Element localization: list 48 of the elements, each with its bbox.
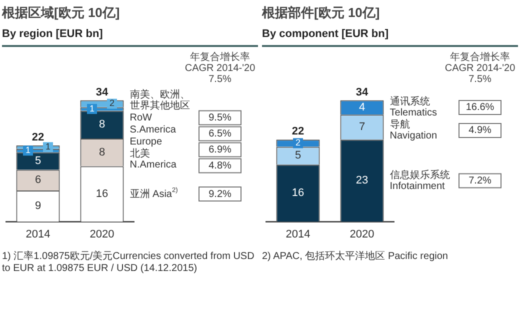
text: 6.9% [208, 144, 232, 156]
text: 年复合增长率 CAGR 2014-'20 7.5% [444, 50, 516, 85]
text: 9.2% [208, 188, 232, 200]
text: 9.5% [208, 112, 232, 124]
series-label: Europe [130, 136, 162, 148]
series-label: 北美 N.America [130, 148, 177, 171]
data-label: 8 [98, 118, 106, 131]
data-label: 5 [34, 155, 42, 168]
text: 7.2% [468, 175, 492, 186]
data-label: 9 [34, 200, 42, 212]
text: 4.8% [208, 160, 232, 172]
x-tick-label: 2020 [90, 228, 114, 240]
data-label: 8 [98, 146, 106, 158]
data-label: 7 [358, 121, 366, 134]
text: 2) APAC, 包括环太平洋地区 Pacific region [262, 251, 449, 263]
chart-title: 根据区域[欧元 10亿] [2, 4, 121, 22]
text: 年复合增长率 CAGR 2014-'20 7.5% [184, 50, 256, 85]
text: 4.9% [468, 125, 492, 136]
data-label: 16 [96, 188, 108, 200]
chart-subtitle: By component [EUR bn] [262, 28, 390, 40]
data-label: 4 [358, 101, 366, 114]
text: 1) 汇率1.09875欧元/美元Currencies converted from USD to EUR at 1.09875 EUR / USD (14.12.2015) [2, 251, 256, 275]
data-label: 23 [356, 174, 368, 187]
annotation: 南美、欧洲、世界其他地区 [130, 88, 190, 112]
data-label: 16 [292, 187, 304, 200]
series-label: RoW [130, 112, 153, 124]
text: 6.5% [208, 128, 232, 140]
series-label: S.America [130, 124, 176, 136]
text: 16.6% [466, 102, 494, 114]
data-label: 6 [34, 174, 42, 186]
data-label: 1 [25, 145, 31, 156]
chart-title: 根据部件[欧元 10亿] [262, 4, 381, 22]
data-label: 1 [89, 103, 95, 114]
series-label: 导航 Navigation [390, 118, 438, 142]
x-tick-label: 2014 [286, 228, 310, 240]
total-label: 34 [356, 86, 369, 98]
chart-subtitle: By region [EUR bn] [2, 28, 104, 40]
series-label: 通讯系统 Telematics [390, 96, 438, 119]
series-label: 信息娱乐系统 Infotainment [390, 168, 450, 192]
data-label: 1 [45, 142, 51, 152]
x-tick-label: 2020 [350, 228, 374, 240]
data-label: 5 [294, 150, 302, 162]
x-tick-label: 2014 [26, 228, 50, 240]
total-label: 22 [32, 131, 44, 144]
data-label: 2 [295, 138, 301, 148]
data-label: 2 [109, 98, 115, 108]
total-label: 22 [292, 126, 304, 138]
total-label: 34 [96, 86, 109, 98]
